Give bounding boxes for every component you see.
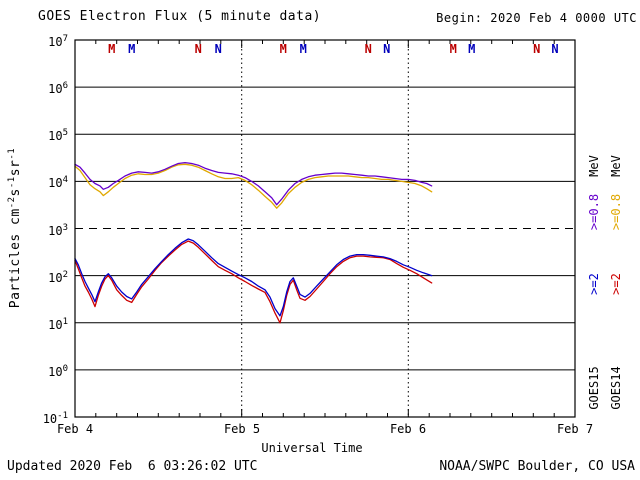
x-tick-label: Feb 7 bbox=[556, 422, 594, 436]
x-tick-label: Feb 4 bbox=[56, 422, 94, 436]
y-tick-label: 107 bbox=[48, 34, 68, 49]
x-tick-label: Feb 5 bbox=[223, 422, 261, 436]
local-time-marker-n: N bbox=[365, 42, 372, 56]
local-time-marker-n: N bbox=[195, 42, 202, 56]
plot-border bbox=[74, 39, 576, 418]
x-axis-title: Universal Time bbox=[261, 441, 363, 455]
local-time-marker-m: M bbox=[468, 42, 475, 56]
y-tick-label: 102 bbox=[48, 270, 68, 285]
legend-goes14-e08-label: >=0.8 bbox=[609, 193, 623, 231]
y-tick-label: 103 bbox=[48, 223, 68, 238]
local-time-marker-n: N bbox=[215, 42, 222, 56]
local-time-marker-n: N bbox=[383, 42, 390, 56]
y-tick-label: 101 bbox=[48, 317, 68, 332]
x-tick-label: Feb 6 bbox=[389, 422, 427, 436]
y-tick-label: 104 bbox=[48, 175, 68, 190]
source-attribution: NOAA/SWPC Boulder, CO USA bbox=[439, 459, 635, 474]
local-time-marker-m: M bbox=[450, 42, 457, 56]
legend-goes14-e2-label: >=2 bbox=[609, 273, 623, 295]
begin-time-label: Begin: 2020 Feb 4 0000 UTC bbox=[436, 11, 637, 25]
legend-goes14-satellite-label: GOES14 bbox=[609, 366, 623, 410]
y-axis-title: Particles cm-2s-1sr-1 bbox=[6, 147, 24, 309]
chart-title: GOES Electron Flux (5 minute data) bbox=[38, 9, 322, 24]
y-tick-label: 106 bbox=[48, 81, 68, 96]
series-line-goes15-e08 bbox=[74, 161, 433, 206]
y-tick-label: 100 bbox=[48, 364, 68, 379]
legend-goes15-e2-label: >=2 bbox=[587, 273, 601, 295]
local-time-marker-n: N bbox=[551, 42, 558, 56]
legend-goes15-satellite-label: GOES15 bbox=[587, 366, 601, 410]
updated-timestamp: Updated 2020 Feb 6 03:26:02 UTC bbox=[7, 459, 258, 474]
y-tick-label: 10-1 bbox=[42, 411, 68, 426]
local-time-marker-n: N bbox=[533, 42, 540, 56]
series-line-goes14-e2 bbox=[74, 240, 433, 324]
local-time-marker-m: M bbox=[300, 42, 307, 56]
legend-goes15-mev-label: MeV bbox=[587, 155, 601, 177]
legend-goes14-mev-label: MeV bbox=[609, 155, 623, 177]
local-time-marker-m: M bbox=[108, 42, 115, 56]
series-line-goes14-e08 bbox=[74, 163, 433, 209]
local-time-marker-m: M bbox=[280, 42, 287, 56]
local-time-marker-m: M bbox=[128, 42, 135, 56]
legend-goes15-e08-label: >=0.8 bbox=[587, 193, 601, 231]
series-line-goes15-e2 bbox=[74, 238, 433, 317]
y-tick-label: 105 bbox=[48, 128, 68, 143]
